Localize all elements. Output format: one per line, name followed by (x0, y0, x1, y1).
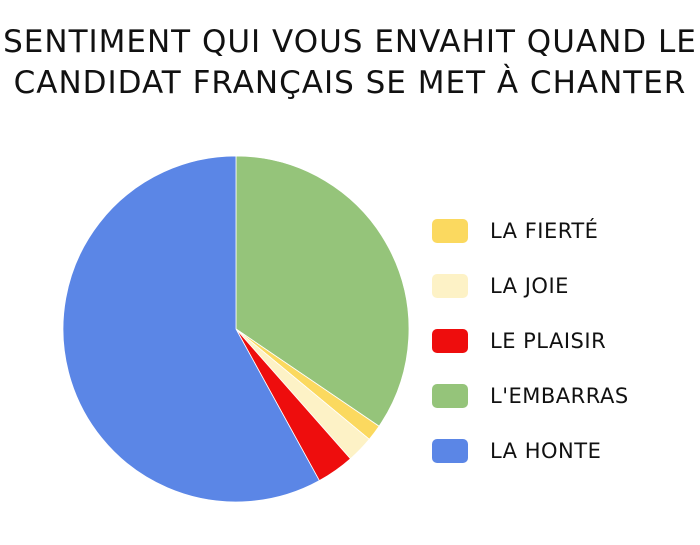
legend-label-embarras: L'EMBARRAS (490, 383, 629, 408)
legend-swatch-honte (432, 438, 468, 463)
chart-title: SENTIMENT QUI VOUS ENVAHIT QUAND LE CAND… (0, 22, 700, 104)
legend-item-plaisir: LE PLAISIR (432, 313, 629, 368)
legend-label-honte: LA HONTE (490, 438, 602, 463)
legend-swatch-plaisir (432, 328, 468, 353)
legend-item-embarras: L'EMBARRAS (432, 368, 629, 423)
pie-slice-l-embarras (235, 155, 410, 427)
legend-item-joie: LA JOIE (432, 258, 629, 313)
legend-label-joie: LA JOIE (490, 273, 569, 298)
legend-item-fierte: LA FIERTÉ (432, 203, 629, 258)
legend-label-fierte: LA FIERTÉ (490, 218, 599, 243)
chart-title-line-2: CANDIDAT FRANÇAIS SE MET À CHANTER (13, 65, 687, 101)
pie-slice-la-honte (62, 155, 320, 503)
legend-label-plaisir: LE PLAISIR (490, 328, 607, 353)
legend-item-honte: LA HONTE (432, 423, 629, 478)
legend-swatch-embarras (432, 383, 468, 408)
legend: LA FIERTÉ LA JOIE LE PLAISIR L'EMBARRAS … (432, 203, 629, 478)
legend-swatch-joie (432, 273, 468, 298)
legend-swatch-fierte (432, 218, 468, 243)
chart-title-line-1: SENTIMENT QUI VOUS ENVAHIT QUAND LE (3, 24, 697, 60)
